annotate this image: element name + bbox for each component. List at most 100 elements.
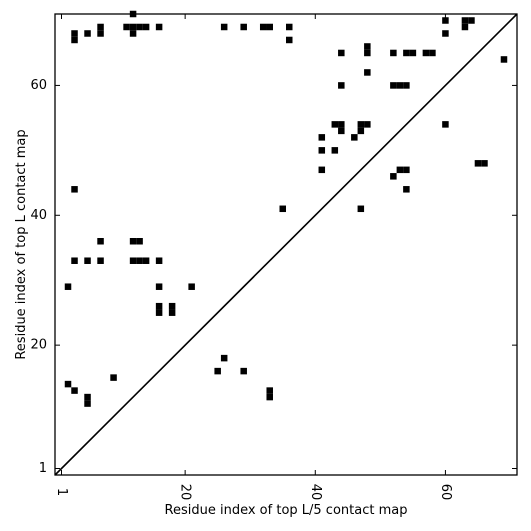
upper-contact-point (129, 30, 137, 37)
upper-contact-point (357, 121, 365, 128)
lower-contact-point (64, 380, 72, 388)
upper-contact-point (71, 36, 78, 44)
upper-contact-point (481, 160, 488, 167)
upper-contact-point (403, 49, 410, 57)
y-axis-label: Residue index of top L contact map (14, 129, 29, 359)
lower-contact-point (129, 257, 137, 264)
lower-contact-point (142, 257, 150, 264)
x-tick-label: 20 (178, 484, 193, 501)
upper-contact-point (142, 23, 150, 31)
lower-contact-point (97, 238, 104, 245)
y-tick-label: 40 (30, 208, 47, 223)
upper-contact-point (396, 82, 404, 89)
upper-contact-point (403, 82, 410, 89)
upper-contact-point (461, 17, 469, 24)
upper-contact-point (390, 173, 397, 180)
lower-contact-point (155, 257, 163, 264)
upper-contact-point (403, 186, 410, 193)
upper-contact-point (266, 23, 273, 31)
x-tick-label: 1 (54, 488, 69, 496)
upper-contact-point (390, 49, 397, 57)
lower-contact-point (136, 257, 143, 264)
upper-contact-point (442, 121, 449, 128)
lower-contact-point (71, 387, 78, 394)
upper-contact-point (129, 23, 137, 31)
upper-contact-point (364, 121, 371, 128)
lower-contact-point (220, 354, 228, 362)
lower-contact-point (71, 186, 78, 193)
upper-contact-point (338, 121, 345, 128)
upper-contact-point (331, 121, 339, 128)
lower-contact-point (84, 400, 91, 407)
upper-contact-point (364, 43, 371, 50)
diagonal-line (54, 13, 518, 476)
lower-contact-point (71, 257, 78, 264)
upper-contact-point (286, 23, 293, 31)
upper-contact-point (136, 23, 143, 31)
lower-contact-point (266, 393, 273, 401)
x-tick-label: 60 (438, 484, 453, 501)
upper-contact-point (318, 147, 326, 154)
upper-contact-point (220, 23, 228, 31)
lower-contact-point (240, 367, 247, 375)
upper-contact-point (429, 49, 436, 57)
upper-contact-point (318, 134, 326, 141)
lower-contact-point (188, 283, 195, 290)
lower-contact-point (84, 257, 91, 264)
lower-contact-point (136, 238, 143, 245)
upper-contact-point (286, 36, 293, 44)
upper-contact-point (318, 166, 326, 174)
upper-contact-point (468, 17, 475, 24)
lower-contact-point (155, 283, 163, 290)
lower-contact-point (97, 257, 104, 264)
lower-contact-point (155, 302, 163, 310)
x-axis-label: Residue index of top L/5 contact map (165, 503, 408, 518)
x-tick-label: 40 (308, 484, 323, 501)
upper-contact-point (357, 205, 365, 213)
lower-contact-point (168, 309, 176, 316)
upper-contact-point (409, 49, 417, 57)
lower-contact-point (155, 309, 163, 316)
contact-points (64, 10, 508, 407)
upper-contact-point (403, 166, 410, 174)
x-axis-ticks: 1 20 40 60 (54, 14, 453, 500)
upper-contact-point (155, 23, 163, 31)
upper-contact-point (396, 166, 404, 174)
upper-contact-point (351, 134, 358, 141)
y-tick-label: 1 (39, 461, 47, 476)
upper-contact-point (364, 69, 371, 76)
upper-contact-point (71, 30, 78, 37)
upper-contact-point (461, 23, 469, 31)
upper-contact-point (331, 147, 339, 154)
upper-contact-point (474, 160, 482, 167)
upper-contact-point (97, 30, 104, 37)
upper-contact-point (338, 82, 345, 89)
upper-contact-point (240, 23, 247, 31)
lower-contact-point (64, 283, 72, 290)
upper-contact-point (442, 17, 449, 24)
upper-contact-point (259, 23, 267, 31)
upper-contact-point (357, 127, 365, 135)
upper-contact-point (123, 23, 130, 31)
upper-contact-point (364, 49, 371, 57)
upper-contact-point (500, 56, 508, 63)
upper-contact-point (390, 82, 397, 89)
lower-contact-point (110, 374, 117, 381)
upper-contact-point (442, 30, 449, 37)
lower-contact-point (214, 367, 221, 375)
lower-contact-point (168, 302, 176, 310)
y-tick-label: 20 (30, 338, 47, 353)
upper-contact-point (279, 205, 286, 213)
upper-contact-point (97, 23, 104, 31)
plot-frame (54, 13, 518, 476)
y-axis-ticks: 1 20 40 60 (30, 78, 517, 476)
lower-contact-point (129, 238, 137, 245)
upper-contact-point (84, 30, 91, 37)
lower-contact-point (266, 387, 273, 394)
upper-contact-point (338, 49, 345, 57)
upper-contact-point (338, 127, 345, 135)
upper-contact-point (422, 49, 430, 57)
y-tick-label: 60 (30, 78, 47, 93)
lower-contact-point (84, 393, 91, 401)
